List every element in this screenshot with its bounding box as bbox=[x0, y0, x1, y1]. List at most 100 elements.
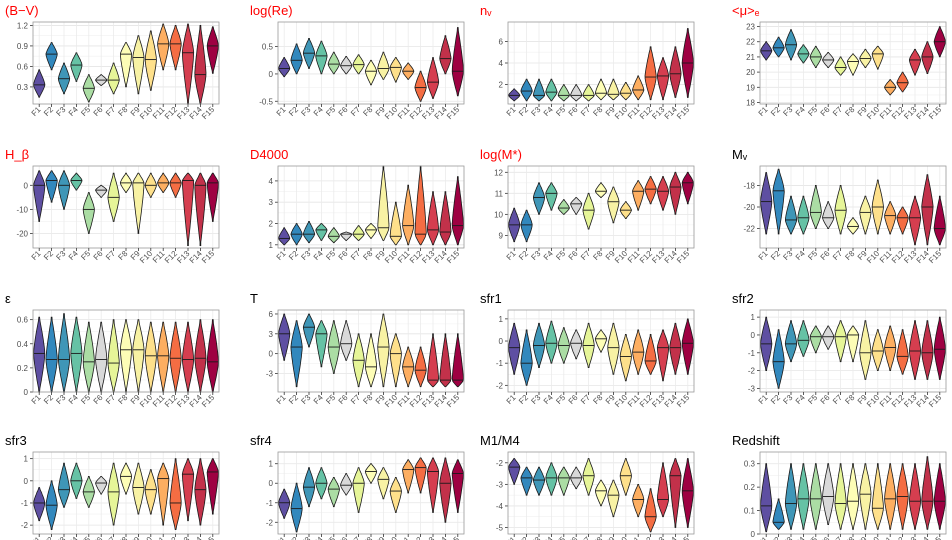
violin-F2 bbox=[772, 168, 785, 235]
violin-F7 bbox=[107, 62, 120, 95]
violin-F9 bbox=[132, 35, 145, 95]
violin-F2 bbox=[45, 316, 58, 393]
violin-F6 bbox=[822, 463, 835, 525]
y-tick-label: 6 bbox=[499, 37, 504, 46]
x-tick-label: F8 bbox=[361, 535, 374, 540]
violin-F14 bbox=[439, 457, 452, 523]
y-tick-label: 0.2 bbox=[17, 364, 29, 373]
panel-title: M1/M4 bbox=[480, 433, 520, 448]
violin-F5 bbox=[557, 84, 570, 102]
violin-F10 bbox=[144, 30, 157, 91]
violin-F7 bbox=[834, 185, 847, 235]
violin-F2 bbox=[772, 36, 785, 58]
violin-F5 bbox=[82, 192, 95, 234]
x-tick-label: F1 bbox=[757, 535, 770, 540]
violin-F2 bbox=[45, 42, 58, 71]
violin-F12 bbox=[644, 46, 657, 101]
violin-F15 bbox=[681, 171, 694, 205]
x-tick-label: F15 bbox=[445, 249, 462, 266]
violin-F3 bbox=[302, 313, 316, 348]
violin-F2 bbox=[290, 43, 303, 75]
violin-F4 bbox=[545, 462, 558, 496]
y-tick-label: -22 bbox=[743, 225, 755, 234]
violin-F8 bbox=[364, 59, 378, 86]
violin-F5 bbox=[809, 463, 822, 530]
violin-F8 bbox=[846, 463, 860, 530]
panel-16: Redshift00.10.20.3F1F2F3F4F5F6F7F8F9F10F… bbox=[732, 433, 947, 540]
y-tick-label: -1 bbox=[21, 499, 29, 508]
x-tick-label: F3 bbox=[299, 535, 312, 540]
violin-F3 bbox=[302, 221, 316, 244]
panel-title: sfr1 bbox=[480, 291, 502, 306]
violin-F4 bbox=[315, 223, 328, 241]
y-tick-label: -1 bbox=[266, 499, 274, 508]
violin-F10 bbox=[871, 329, 884, 371]
violin-F3 bbox=[784, 463, 798, 530]
x-tick-label: F10 bbox=[613, 535, 630, 540]
panel-14: sfr4 -2 -1 0 1 F1F2F3F4F5F6F7F8F9F10F11F12F13… bbox=[250, 433, 465, 540]
x-tick-label: F14 bbox=[433, 535, 450, 540]
x-tick-label: F13 bbox=[420, 535, 437, 540]
violin-F14 bbox=[669, 322, 682, 375]
violin-F14 bbox=[194, 172, 207, 246]
violin-F12 bbox=[896, 71, 909, 93]
violin-F5 bbox=[557, 466, 570, 496]
y-tick-label: 2 bbox=[499, 81, 504, 90]
x-tick-label: F11 bbox=[151, 535, 167, 540]
violin-F11 bbox=[884, 201, 897, 235]
x-tick-label: F12 bbox=[408, 535, 425, 540]
y-tick-label: -2 bbox=[21, 521, 29, 530]
violin-F14 bbox=[194, 458, 207, 526]
x-tick-label: F15 bbox=[927, 105, 944, 122]
x-tick-label: F6 bbox=[567, 535, 580, 540]
panel-title: Redshift bbox=[732, 433, 780, 448]
violin-F10 bbox=[389, 477, 402, 513]
y-tick-label: -4 bbox=[496, 502, 504, 511]
violin-F11 bbox=[884, 325, 897, 371]
violin-F1 bbox=[278, 488, 291, 519]
violin-F13 bbox=[908, 463, 922, 530]
panel-title: ε bbox=[5, 291, 11, 306]
violin-F1 bbox=[278, 227, 291, 246]
y-tick-label: 1 bbox=[499, 315, 504, 324]
violin-F10 bbox=[619, 458, 632, 496]
x-tick-label: F11 bbox=[396, 535, 412, 540]
violin-F7 bbox=[834, 463, 847, 530]
y-tick-label: 9 bbox=[499, 231, 504, 240]
y-tick-label: 2 bbox=[269, 220, 274, 229]
y-tick-label: -1 bbox=[748, 349, 756, 358]
x-tick-label: F3 bbox=[781, 535, 794, 540]
y-tick-label: 18 bbox=[746, 98, 755, 107]
violin-F6 bbox=[340, 320, 353, 361]
x-tick-label: F6 bbox=[819, 535, 832, 540]
violin-F13 bbox=[908, 195, 922, 246]
x-tick-label: F9 bbox=[604, 535, 617, 540]
x-tick-label: F15 bbox=[675, 105, 692, 122]
violin-F1 bbox=[508, 88, 521, 102]
violin-F5 bbox=[327, 477, 340, 508]
violin-F15 bbox=[206, 26, 219, 74]
y-tick-label: -3 bbox=[496, 480, 504, 489]
violin-F12 bbox=[414, 457, 427, 494]
y-tick-label: 21 bbox=[746, 53, 755, 62]
y-tick-label: 23 bbox=[746, 23, 755, 32]
panel-title: H_β bbox=[5, 147, 29, 162]
x-tick-label: F4 bbox=[794, 535, 807, 540]
violin-F7 bbox=[107, 319, 120, 393]
violin-F13 bbox=[908, 48, 922, 76]
x-tick-label: F12 bbox=[163, 535, 180, 540]
violin-F1 bbox=[760, 463, 773, 533]
violin-F13 bbox=[656, 462, 670, 518]
violin-F15 bbox=[451, 27, 464, 97]
violin-F15 bbox=[451, 176, 464, 246]
violin-F14 bbox=[439, 333, 452, 388]
y-tick-label: 6 bbox=[269, 310, 274, 319]
violin-F11 bbox=[632, 75, 645, 101]
x-tick-label: F9 bbox=[856, 535, 869, 540]
panel-15: M1/M4 -5 -4 -3 -2 F1F2F3F4F5F6F7F8F9F10F11F12… bbox=[480, 433, 695, 540]
x-tick-label: F1 bbox=[275, 535, 288, 540]
violin-F4 bbox=[70, 172, 83, 191]
